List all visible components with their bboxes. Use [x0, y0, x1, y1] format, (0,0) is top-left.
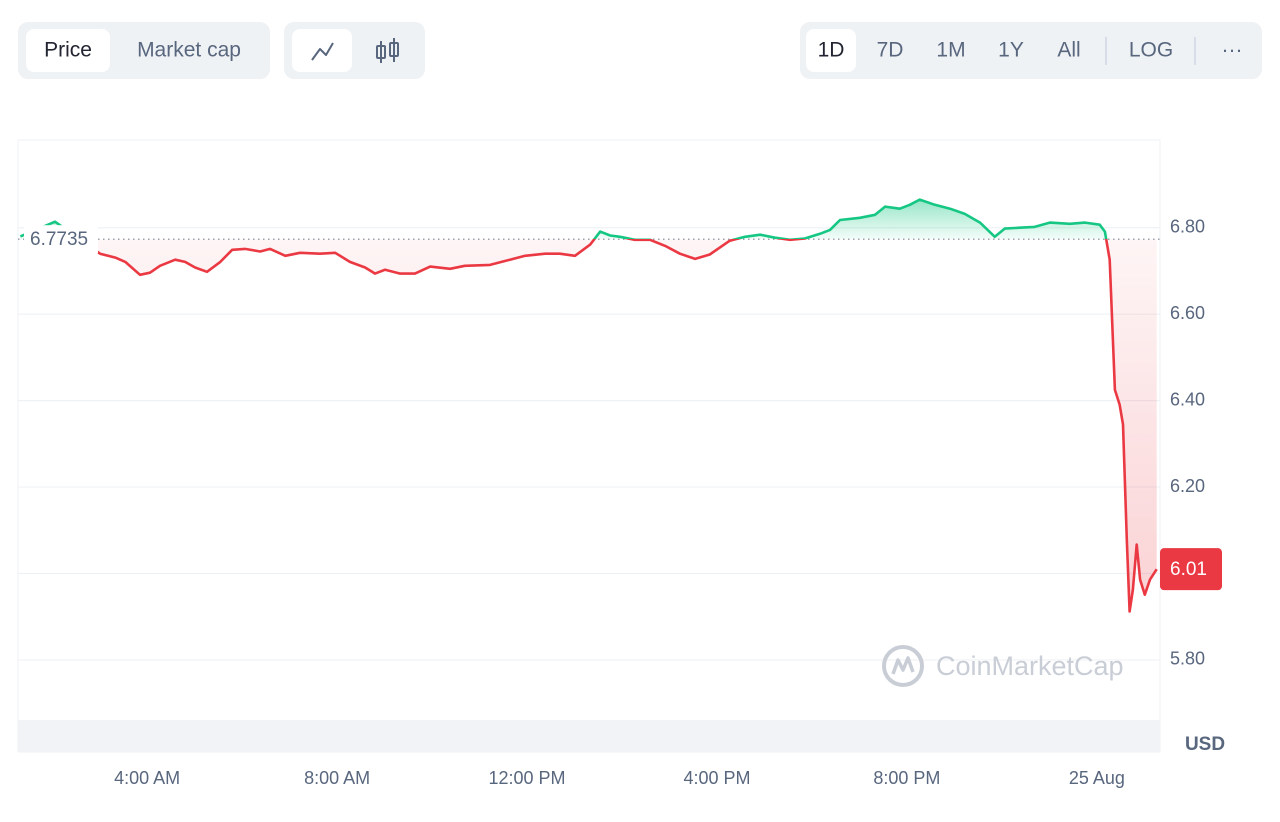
watermark: CoinMarketCap [882, 645, 1124, 687]
range-all[interactable]: All [1057, 39, 1080, 62]
tab-active[interactable] [26, 29, 110, 72]
y-tick-label: 6.20 [1170, 476, 1205, 496]
grid-layer: 5.806.006.206.406.606.804:00 AM8:00 AM12… [18, 216, 1205, 788]
last-price-label: 6.01 [1170, 559, 1207, 580]
label-layer: 6.7735 6.01 [24, 225, 1222, 591]
tab-price[interactable]: Price [44, 39, 92, 62]
toolbar-group [800, 22, 1262, 79]
y-tick-label: 6.80 [1170, 216, 1205, 236]
range-1y[interactable]: 1Y [998, 39, 1024, 62]
range-active[interactable] [806, 29, 856, 72]
baseline-label-bg [24, 225, 98, 254]
currency-label: USD [1185, 734, 1225, 755]
y-tick-label: 6.40 [1170, 389, 1205, 409]
watermark-text: CoinMarketCap [936, 651, 1124, 681]
last-price-badge [1160, 548, 1222, 591]
range-1d[interactable]: 1D [818, 39, 845, 62]
more-button[interactable]: ··· [1222, 39, 1243, 62]
x-tick-label: 12:00 PM [489, 768, 566, 788]
x-tick-label: 4:00 AM [114, 768, 180, 788]
y-tick-label: 6.60 [1170, 303, 1205, 323]
x-tick-label: 8:00 AM [304, 768, 370, 788]
price-area [20, 199, 1157, 612]
candle-icon[interactable] [376, 38, 399, 63]
x-tick-label: 8:00 PM [873, 768, 940, 788]
price-line [19, 198, 1158, 613]
y-tick-label: 5.80 [1170, 649, 1205, 669]
x-tick-label: 25 Aug [1069, 768, 1125, 788]
log-button[interactable]: LOG [1129, 39, 1173, 62]
data-layer [18, 198, 1160, 613]
range-7d[interactable]: 7D [877, 39, 904, 62]
baseline-label: 6.7735 [30, 229, 88, 250]
x-tick-label: 4:00 PM [683, 768, 750, 788]
volume-band [18, 720, 1160, 752]
line-icon [311, 42, 334, 61]
range-1m[interactable]: 1M [936, 39, 965, 62]
tab-market-cap[interactable]: Market cap [137, 39, 241, 62]
